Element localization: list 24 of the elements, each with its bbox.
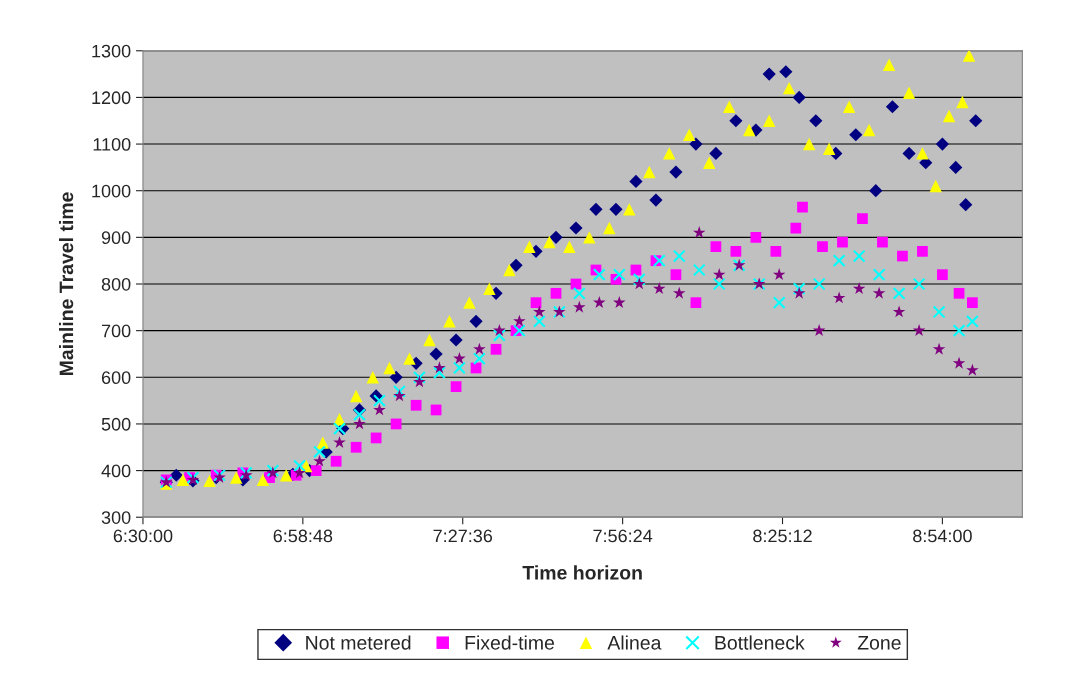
- x-tick-label: 6:30:00: [113, 529, 173, 543]
- y-tick-label: 1100: [93, 138, 131, 151]
- y-tick-label: 1200: [92, 91, 131, 105]
- x-tick-label: 7:27:36: [433, 529, 493, 543]
- x-tick-label: 8:25:12: [753, 529, 812, 543]
- x-tick-label: 6:58:48: [273, 529, 333, 543]
- y-tick-label: 1000: [92, 184, 131, 198]
- y-tick-label: 1300: [92, 44, 131, 58]
- y-tick-label: 900: [101, 231, 131, 245]
- x-tick-label: 7:56:24: [593, 529, 653, 543]
- y-axis-title: Mainline Travel time: [58, 192, 74, 376]
- legend-label: Zone: [857, 636, 901, 650]
- y-tick-label: 500: [101, 417, 131, 431]
- y-tick-label: 800: [101, 277, 131, 291]
- legend-label: Bottleneck: [715, 635, 805, 650]
- y-tick-label: 300: [101, 511, 131, 524]
- legend-label: Fixed-time: [465, 635, 554, 650]
- x-tick-label: 8:54:00: [913, 529, 972, 543]
- legend-label: Alinea: [607, 635, 662, 650]
- y-tick-label: 400: [101, 464, 131, 478]
- legend-label: Not metered: [306, 635, 411, 650]
- y-tick-label: 600: [101, 371, 131, 385]
- y-tick-label: 700: [101, 324, 131, 338]
- x-axis-title: Time horizon: [522, 565, 642, 580]
